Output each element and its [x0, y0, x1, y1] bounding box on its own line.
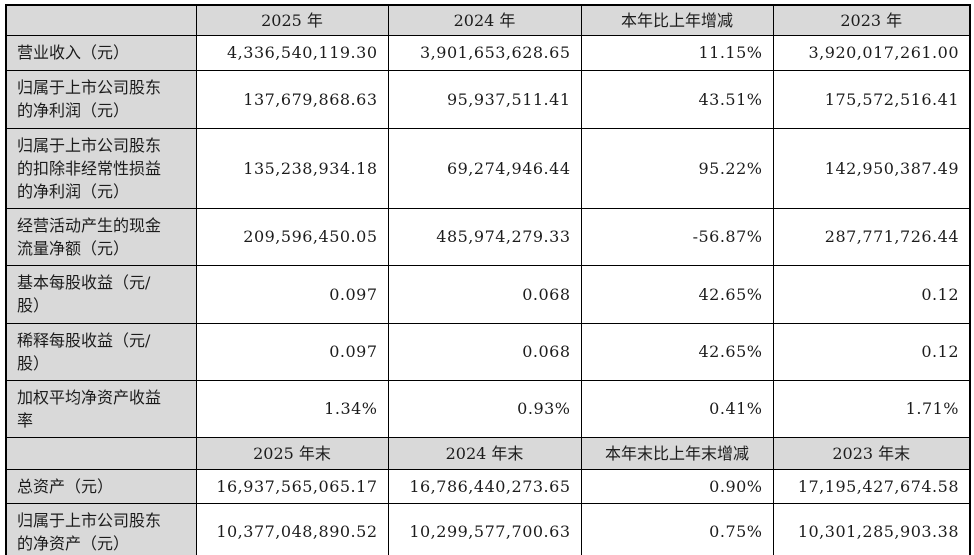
table-row-diluted-eps: 稀释每股收益（元/ 股） 0.097 0.068 42.65% 0.12	[5, 322, 971, 381]
cell-2023: 3,920,017,261.00	[772, 34, 971, 71]
cell-2023: 0.12	[772, 322, 971, 381]
header-2023-end: 2023 年末	[772, 436, 971, 470]
cell-2025: 1.34%	[195, 379, 389, 438]
key-financials-table: 2025 年 2024 年 本年比上年增减 2023 年 营业收入（元） 4,3…	[5, 4, 971, 555]
row-label: 归属于上市公司股东 的净利润（元）	[5, 69, 197, 129]
cell-2025: 209,596,450.05	[195, 207, 389, 266]
header-2024: 2024 年	[387, 4, 582, 36]
cell-2025: 135,238,934.18	[195, 127, 389, 209]
row-label: 归属于上市公司股东 的扣除非经常性损益 的净利润（元）	[5, 127, 197, 209]
row-label: 经营活动产生的现金 流量净额（元）	[5, 207, 197, 266]
cell-2024: 95,937,511.41	[387, 69, 582, 129]
cell-2025: 0.097	[195, 264, 389, 324]
cell-change: 0.90%	[580, 468, 774, 504]
table-row-operating-cash-flow: 经营活动产生的现金 流量净额（元） 209,596,450.05 485,974…	[5, 207, 971, 266]
cell-2023: 175,572,516.41	[772, 69, 971, 129]
row-label: 营业收入（元）	[5, 34, 197, 71]
cell-2023: 17,195,427,674.58	[772, 468, 971, 504]
table-row-total-assets: 总资产（元） 16,937,565,065.17 16,786,440,273.…	[5, 468, 971, 504]
cell-2024: 69,274,946.44	[387, 127, 582, 209]
table-row-net-profit: 归属于上市公司股东 的净利润（元） 137,679,868.63 95,937,…	[5, 69, 971, 129]
table-row-weighted-avg-roe: 加权平均净资产收益 率 1.34% 0.93% 0.41% 1.71%	[5, 379, 971, 438]
cell-change: 42.65%	[580, 264, 774, 324]
cell-2023: 142,950,387.49	[772, 127, 971, 209]
row-label: 归属于上市公司股东 的净资产（元）	[5, 502, 197, 555]
cell-2024: 0.068	[387, 264, 582, 324]
row-label: 加权平均净资产收益 率	[5, 379, 197, 438]
cell-change: 0.75%	[580, 502, 774, 555]
cell-2024: 3,901,653,628.65	[387, 34, 582, 71]
cell-change: 95.22%	[580, 127, 774, 209]
header-yoy-change: 本年比上年增减	[580, 4, 774, 36]
header-2023: 2023 年	[772, 4, 971, 36]
row-label: 基本每股收益（元/ 股）	[5, 264, 197, 324]
header-2025-end: 2025 年末	[195, 436, 389, 470]
cell-2023: 10,301,285,903.38	[772, 502, 971, 555]
header-end-change: 本年末比上年末增减	[580, 436, 774, 470]
cell-change: 11.15%	[580, 34, 774, 71]
cell-2023: 287,771,726.44	[772, 207, 971, 266]
cell-change: -56.87%	[580, 207, 774, 266]
cell-2024: 485,974,279.33	[387, 207, 582, 266]
cell-2023: 0.12	[772, 264, 971, 324]
table-header-row-annual: 2025 年 2024 年 本年比上年增减 2023 年	[5, 4, 971, 36]
row-label: 稀释每股收益（元/ 股）	[5, 322, 197, 381]
header-blank-cell	[5, 436, 197, 470]
header-2024-end: 2024 年末	[387, 436, 582, 470]
row-label: 总资产（元）	[5, 468, 197, 504]
cell-2024: 0.068	[387, 322, 582, 381]
cell-2024: 10,299,577,700.63	[387, 502, 582, 555]
table-row-net-assets: 归属于上市公司股东 的净资产（元） 10,377,048,890.52 10,2…	[5, 502, 971, 555]
cell-2025: 137,679,868.63	[195, 69, 389, 129]
cell-2024: 16,786,440,273.65	[387, 468, 582, 504]
cell-2023: 1.71%	[772, 379, 971, 438]
cell-change: 43.51%	[580, 69, 774, 129]
cell-2025: 4,336,540,119.30	[195, 34, 389, 71]
cell-2025: 10,377,048,890.52	[195, 502, 389, 555]
cell-change: 42.65%	[580, 322, 774, 381]
cell-2025: 0.097	[195, 322, 389, 381]
header-2025: 2025 年	[195, 4, 389, 36]
cell-2024: 0.93%	[387, 379, 582, 438]
cell-change: 0.41%	[580, 379, 774, 438]
table-row-basic-eps: 基本每股收益（元/ 股） 0.097 0.068 42.65% 0.12	[5, 264, 971, 324]
table-row-revenue: 营业收入（元） 4,336,540,119.30 3,901,653,628.6…	[5, 34, 971, 71]
table-header-row-period-end: 2025 年末 2024 年末 本年末比上年末增减 2023 年末	[5, 436, 971, 470]
header-blank-cell	[5, 4, 197, 36]
cell-2025: 16,937,565,065.17	[195, 468, 389, 504]
table-row-net-profit-excl-nonrecurring: 归属于上市公司股东 的扣除非经常性损益 的净利润（元） 135,238,934.…	[5, 127, 971, 209]
